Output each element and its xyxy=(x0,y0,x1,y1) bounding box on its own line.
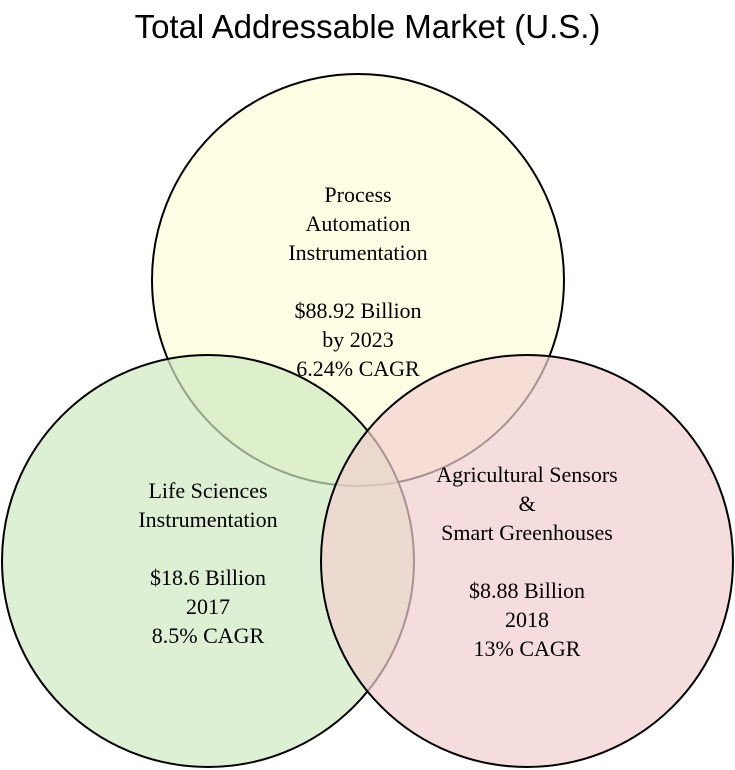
diagram-title: Total Addressable Market (U.S.) xyxy=(134,8,601,45)
life-label-line: $18.6 Billion xyxy=(150,565,266,590)
agricultural-sensors-label: Agricultural Sensors & Smart Greenhouses $… xyxy=(436,462,617,661)
process-label-line: Instrumentation xyxy=(288,240,427,265)
life-label-line: 2017 xyxy=(186,594,230,619)
agri-label-line: $8.88 Billion xyxy=(469,578,585,603)
life-label-line xyxy=(205,536,211,561)
life-label-line: 8.5% CAGR xyxy=(152,623,265,648)
life-label-line: Life Sciences xyxy=(148,478,267,503)
agri-label-line: 13% CAGR xyxy=(474,636,581,661)
life-label-line: Instrumentation xyxy=(138,507,277,532)
process-label-line: Automation xyxy=(305,211,410,236)
agri-label-line xyxy=(524,549,530,574)
process-label-line: by 2023 xyxy=(322,327,394,352)
agricultural-sensors-circle xyxy=(320,354,734,768)
process-label-line: $88.92 Billion xyxy=(294,298,421,323)
agri-label-line: Agricultural Sensors xyxy=(436,462,617,487)
process-label-line xyxy=(355,269,361,294)
agri-label-line: 2018 xyxy=(505,607,549,632)
process-label-line: 6.24% CAGR xyxy=(296,356,420,381)
process-label-line: Process xyxy=(324,182,391,207)
agri-label-line: & xyxy=(518,491,535,516)
life-sciences-label: Life Sciences Instrumentation $18.6 Billi… xyxy=(138,478,277,648)
process-automation-label: Process Automation Instrumentation $88.92 … xyxy=(288,182,427,381)
agri-label-line: Smart Greenhouses xyxy=(441,520,613,545)
